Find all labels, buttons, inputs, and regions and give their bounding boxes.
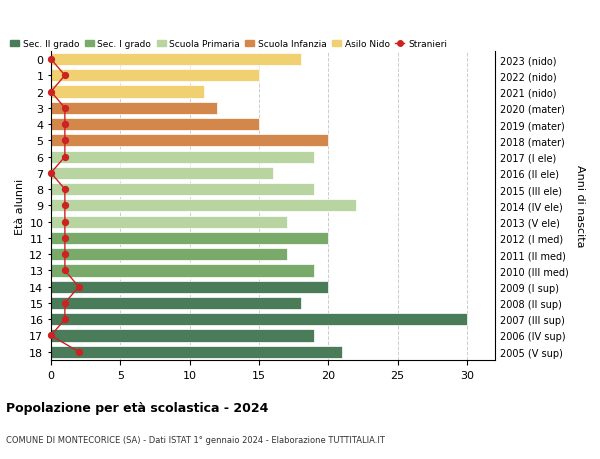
Point bbox=[46, 332, 56, 339]
Y-axis label: Età alunni: Età alunni bbox=[15, 178, 25, 234]
Bar bbox=[51, 200, 356, 212]
Y-axis label: Anni di nascita: Anni di nascita bbox=[575, 165, 585, 247]
Point bbox=[46, 170, 56, 177]
Point bbox=[60, 267, 70, 274]
Point bbox=[60, 73, 70, 80]
Point bbox=[46, 56, 56, 64]
Bar bbox=[51, 265, 314, 277]
Point bbox=[60, 235, 70, 242]
Bar bbox=[51, 330, 314, 342]
Bar bbox=[51, 297, 301, 309]
Bar bbox=[51, 54, 301, 66]
Bar bbox=[51, 151, 314, 163]
Bar bbox=[51, 86, 203, 98]
Legend: Sec. II grado, Sec. I grado, Scuola Primaria, Scuola Infanzia, Asilo Nido, Stran: Sec. II grado, Sec. I grado, Scuola Prim… bbox=[7, 36, 451, 52]
Bar bbox=[51, 70, 259, 82]
Bar bbox=[51, 184, 314, 196]
Point bbox=[60, 186, 70, 193]
Text: COMUNE DI MONTECORICE (SA) - Dati ISTAT 1° gennaio 2024 - Elaborazione TUTTITALI: COMUNE DI MONTECORICE (SA) - Dati ISTAT … bbox=[6, 435, 385, 443]
Bar bbox=[51, 168, 273, 179]
Bar bbox=[51, 216, 287, 228]
Bar bbox=[51, 281, 328, 293]
Bar bbox=[51, 313, 467, 325]
Point bbox=[74, 283, 83, 291]
Point bbox=[60, 105, 70, 112]
Bar bbox=[51, 119, 259, 131]
Point bbox=[60, 137, 70, 145]
Text: Popolazione per età scolastica - 2024: Popolazione per età scolastica - 2024 bbox=[6, 401, 268, 414]
Point bbox=[60, 218, 70, 226]
Point bbox=[60, 251, 70, 258]
Point bbox=[60, 300, 70, 307]
Bar bbox=[51, 346, 342, 358]
Point bbox=[46, 89, 56, 96]
Bar bbox=[51, 102, 217, 115]
Bar bbox=[51, 232, 328, 245]
Point bbox=[60, 121, 70, 129]
Bar bbox=[51, 135, 328, 147]
Point bbox=[60, 154, 70, 161]
Point bbox=[60, 202, 70, 210]
Point bbox=[60, 316, 70, 323]
Point bbox=[74, 348, 83, 356]
Bar bbox=[51, 248, 287, 261]
